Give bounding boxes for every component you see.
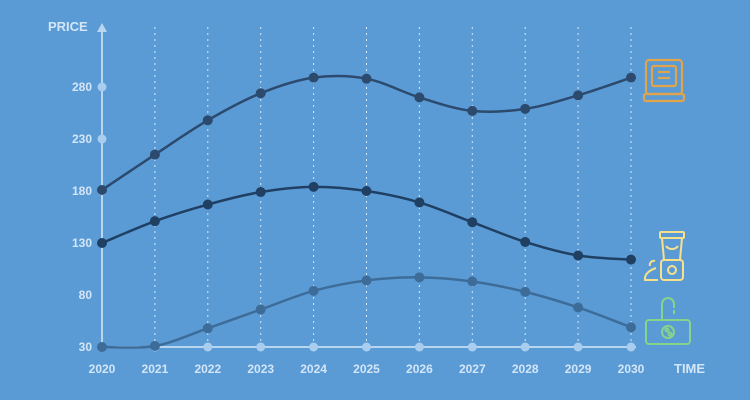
- x-tick-labels: 2020 2021 2022 2023 2024 2025 2026 2027 2028 2029…: [89, 342, 645, 376]
- data-point: [573, 250, 584, 261]
- x-axis-title: TIME: [674, 361, 705, 376]
- data-point: [626, 254, 636, 265]
- data-point: [308, 181, 319, 192]
- data-point: [467, 217, 478, 228]
- x-axis-marker: [256, 342, 266, 352]
- bread-maker-icon: [642, 58, 686, 103]
- y-tick-label: 30: [79, 340, 93, 354]
- data-point: [255, 304, 266, 315]
- y-tick-label: 280: [72, 80, 92, 94]
- y-axis-marker: [97, 82, 107, 92]
- y-axis-marker: [97, 134, 107, 144]
- y-tick-label: 180: [72, 184, 92, 198]
- data-point: [573, 90, 584, 101]
- data-point: [149, 340, 160, 351]
- data-point: [97, 238, 107, 248]
- series-2: [97, 181, 636, 265]
- x-tick-label: 2029: [565, 362, 592, 376]
- data-point: [467, 276, 478, 287]
- series-3: [97, 272, 636, 352]
- x-tick-label: 2023: [247, 362, 274, 376]
- x-tick-label: 2030: [618, 362, 645, 376]
- data-point: [573, 302, 584, 313]
- x-axis-marker: [309, 342, 319, 352]
- series-layer: [97, 72, 636, 352]
- x-axis-marker: [467, 342, 477, 352]
- x-tick-label: 2024: [300, 362, 327, 376]
- x-tick-label: 2025: [353, 362, 380, 376]
- x-axis-marker: [414, 342, 424, 352]
- data-point: [202, 323, 213, 334]
- x-axis-marker: [573, 342, 583, 352]
- x-tick-label: 2026: [406, 362, 433, 376]
- y-tick-label: 80: [79, 288, 93, 302]
- series-line: [101, 276, 632, 349]
- data-point: [361, 275, 372, 286]
- data-point: [520, 236, 531, 247]
- x-axis-marker: [362, 342, 371, 352]
- data-point: [361, 186, 372, 196]
- y-axis-title: PRICE: [48, 19, 88, 34]
- series-line: [101, 185, 632, 261]
- data-point: [255, 88, 266, 99]
- x-tick-label: 2020: [89, 362, 116, 376]
- blender-icon: [643, 231, 685, 281]
- y-tick-label: 230: [72, 132, 92, 146]
- data-point: [97, 342, 107, 352]
- data-point: [97, 184, 107, 195]
- data-point: [520, 286, 531, 297]
- kitchen-faucet-icon: [645, 297, 691, 345]
- data-point: [414, 272, 425, 283]
- data-point: [149, 216, 160, 227]
- data-point: [626, 72, 636, 83]
- data-point: [520, 103, 531, 114]
- data-point: [202, 199, 213, 210]
- data-point: [467, 105, 478, 116]
- data-point: [361, 73, 372, 84]
- x-axis-marker: [203, 342, 213, 352]
- series-1: [97, 72, 636, 195]
- data-point: [308, 72, 319, 83]
- x-tick-label: 2021: [142, 362, 169, 376]
- x-tick-label: 2028: [512, 362, 539, 376]
- x-tick-label: 2027: [459, 362, 486, 376]
- x-axis-marker: [626, 342, 636, 352]
- x-tick-label: 2022: [194, 362, 221, 376]
- data-point: [202, 115, 213, 126]
- data-point: [414, 197, 425, 208]
- data-point: [149, 149, 160, 160]
- data-point: [626, 322, 636, 333]
- data-point: [308, 285, 319, 296]
- data-point: [414, 92, 425, 103]
- x-axis-marker: [520, 342, 530, 352]
- axes: PRICE TIME: [48, 19, 705, 376]
- grid-lines: [154, 27, 632, 347]
- y-tick-label: 130: [72, 236, 92, 250]
- data-point: [255, 187, 266, 198]
- y-axis-arrow-icon: [97, 23, 107, 32]
